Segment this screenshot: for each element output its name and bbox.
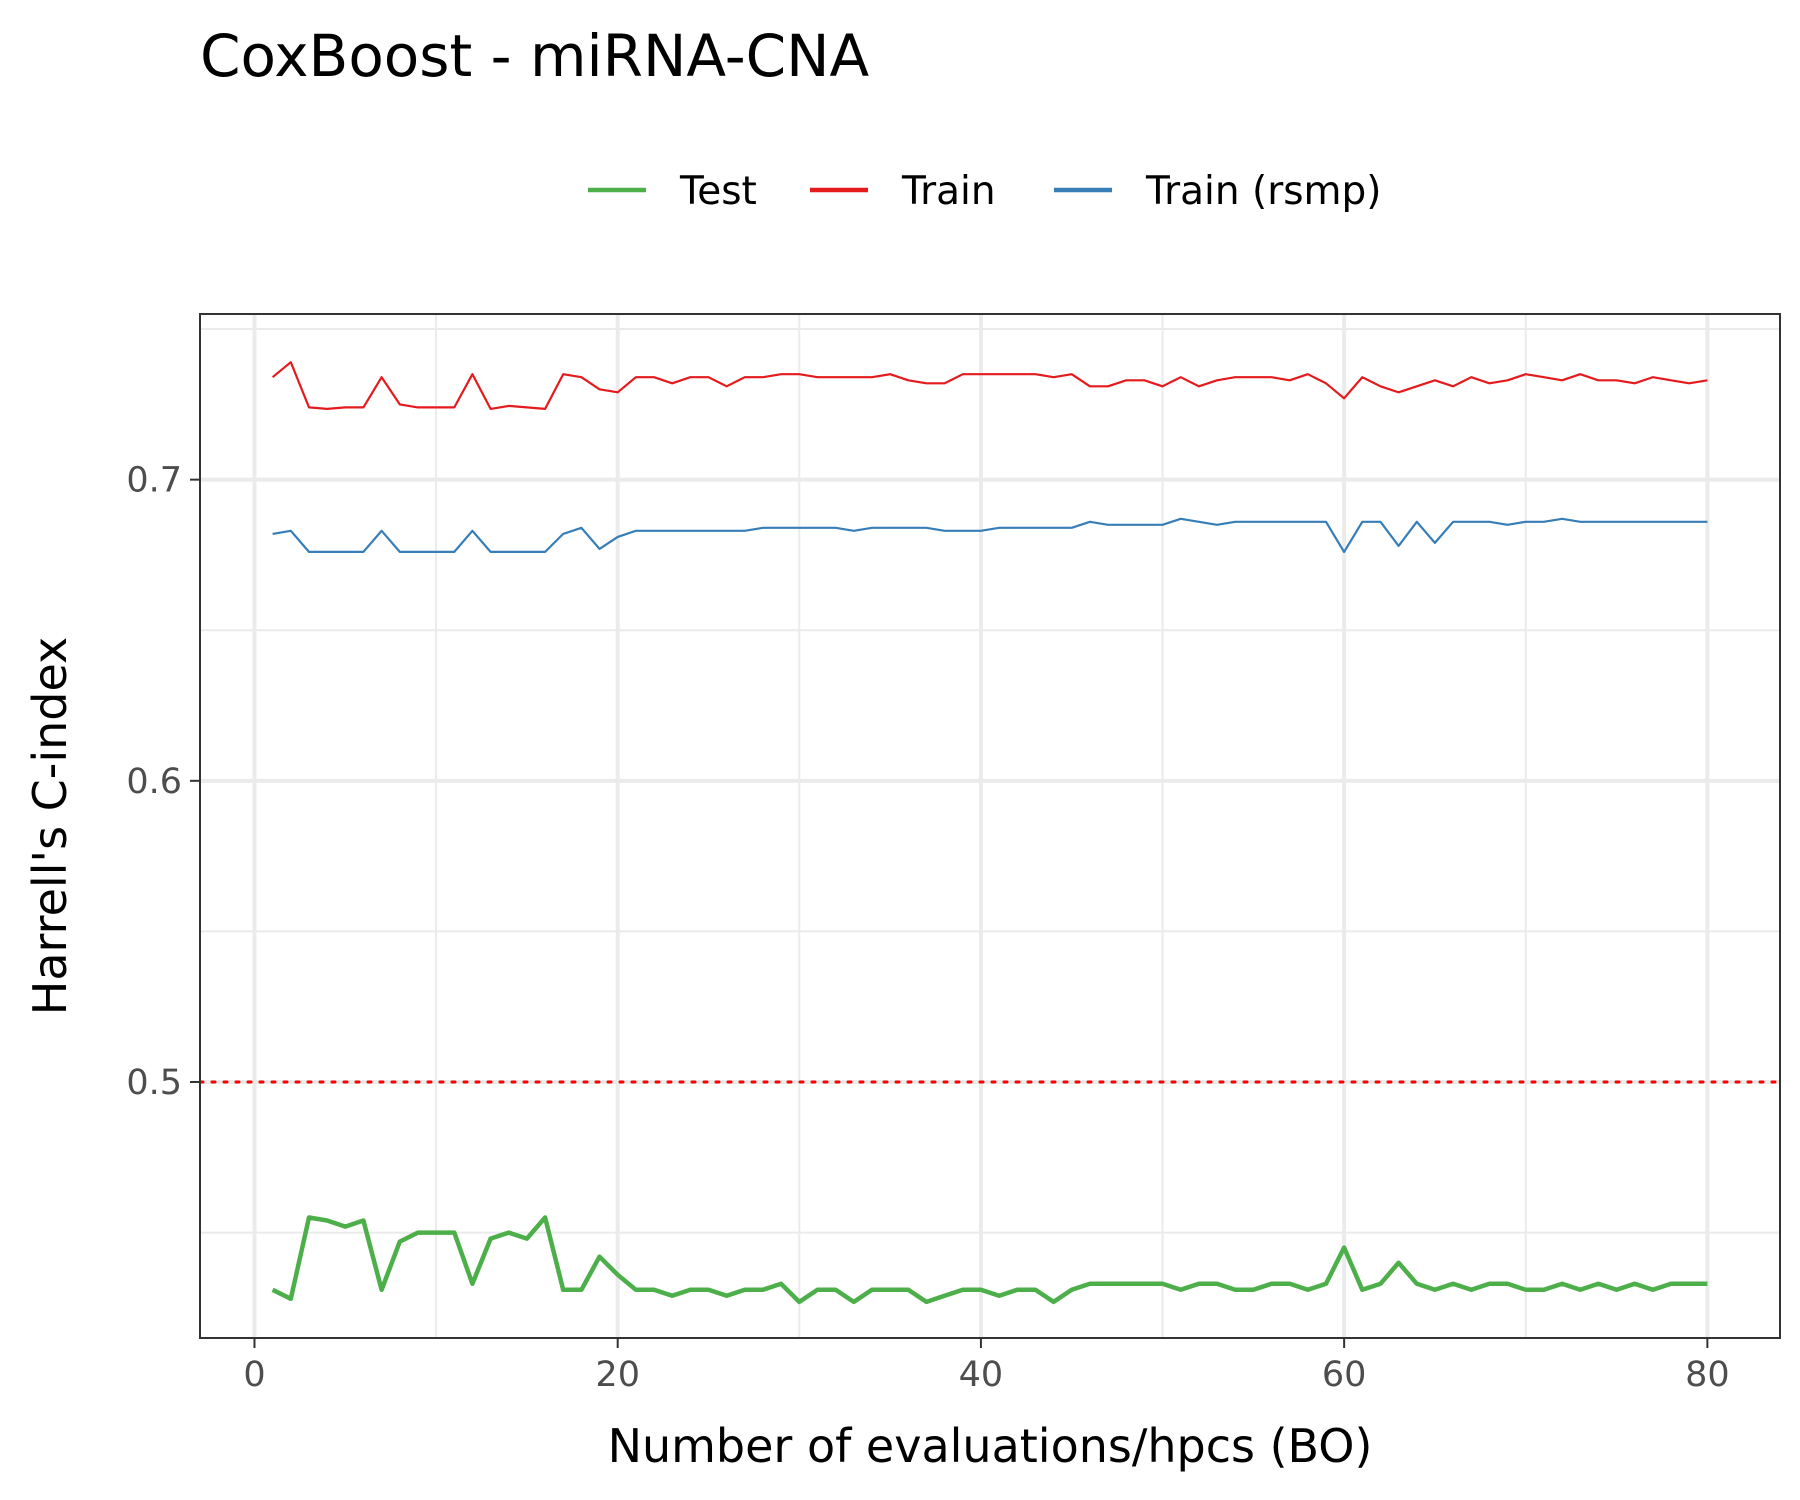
x-tick-label: 40 — [959, 1355, 1004, 1395]
series-layer — [198, 361, 1782, 1305]
chart-title: CoxBoost - miRNA-CNA — [200, 22, 870, 90]
y-axis-title: Harrell's C-index — [23, 637, 77, 1015]
y-tick-label: 0.7 — [126, 461, 182, 501]
y-tick-label: 0.5 — [126, 1063, 182, 1103]
legend-label-train: Train — [901, 169, 996, 214]
axes: 0 20 40 60 80 0.5 0.6 0.7 — [126, 461, 1729, 1395]
legend: Test Train Train (rsmp) — [588, 169, 1382, 214]
legend-label-test: Test — [679, 169, 757, 214]
series-line-train-rsmp — [272, 517, 1708, 554]
x-axis-title: Number of evaluations/hpcs (BO) — [608, 1419, 1373, 1473]
series-line-train — [271, 361, 1708, 410]
y-tick-label: 0.6 — [126, 762, 182, 802]
legend-label-train-rsmp: Train (rsmp) — [1145, 169, 1382, 214]
series-line-test — [271, 1215, 1708, 1305]
x-tick-label: 0 — [243, 1355, 265, 1395]
panel-border — [199, 313, 1781, 1339]
grid — [200, 314, 1780, 1338]
x-tick-label: 20 — [595, 1355, 640, 1395]
x-tick-label: 80 — [1685, 1355, 1730, 1395]
x-tick-label: 60 — [1322, 1355, 1367, 1395]
